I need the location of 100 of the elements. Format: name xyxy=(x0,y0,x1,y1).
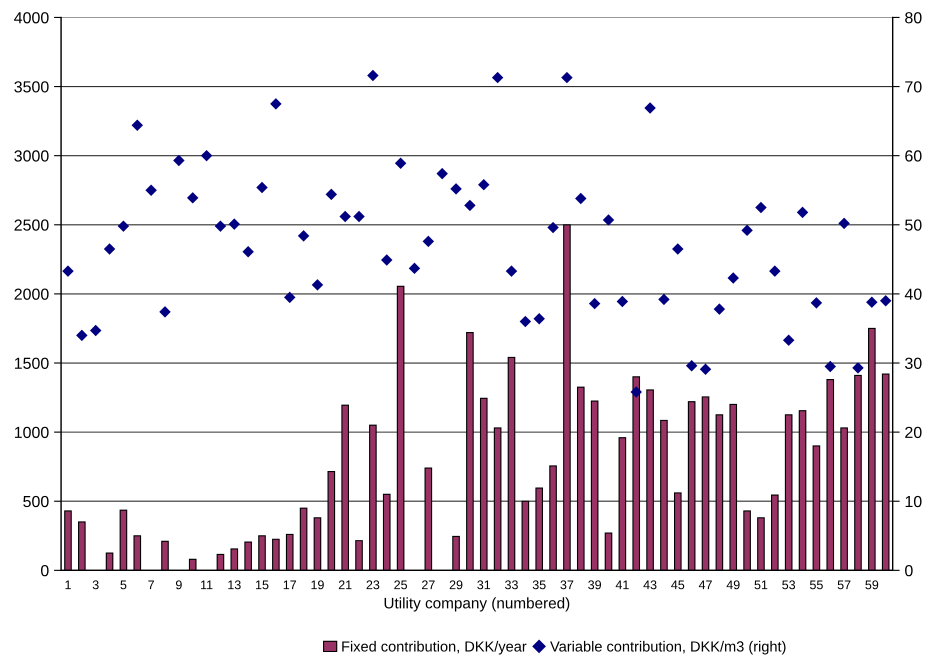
point xyxy=(824,360,836,372)
x-tick-label: 59 xyxy=(865,580,878,590)
point xyxy=(200,150,212,162)
point xyxy=(658,294,670,306)
point xyxy=(644,102,656,114)
x-tick-label: 55 xyxy=(810,580,823,590)
x-tick-label: 17 xyxy=(284,580,296,590)
y2-tick-label: 10 xyxy=(906,496,922,508)
point xyxy=(381,254,392,266)
point xyxy=(367,70,379,82)
point xyxy=(159,306,171,318)
y2-tick-label: 60 xyxy=(905,150,922,162)
x-tick-label: 27 xyxy=(422,580,435,590)
x-tick-label: 3 xyxy=(92,580,99,590)
point xyxy=(866,296,878,308)
y-tick-label: 3000 xyxy=(14,150,49,162)
point xyxy=(394,158,406,169)
y2-tick-label: 70 xyxy=(905,81,922,93)
x-tick-label: 13 xyxy=(228,580,241,590)
point xyxy=(492,72,504,84)
x-tick-label: 25 xyxy=(394,580,408,590)
x-tick-label: 45 xyxy=(671,580,684,590)
point xyxy=(464,200,476,212)
point xyxy=(186,192,198,204)
legend-label: Variable contribution, DKK/m3 (right) xyxy=(550,640,786,655)
y-tick-label: 1000 xyxy=(14,426,49,438)
x-tick-label: 41 xyxy=(616,580,629,590)
point xyxy=(436,168,448,180)
x-tick-label: 1 xyxy=(65,580,71,590)
point xyxy=(561,72,573,84)
y2-tick-label: 20 xyxy=(905,426,922,438)
point xyxy=(520,316,532,328)
y-tick-label: 3500 xyxy=(14,81,49,93)
y-tick-label: 0 xyxy=(40,564,49,576)
point xyxy=(672,243,684,255)
point xyxy=(602,214,614,226)
x-tick-label: 37 xyxy=(560,580,574,590)
y2-tick-label: 50 xyxy=(905,219,922,231)
y2-tick-label: 30 xyxy=(905,358,922,369)
point xyxy=(630,386,642,398)
point xyxy=(298,230,310,242)
y2-tick-label: 80 xyxy=(905,12,922,24)
point xyxy=(769,265,781,277)
point xyxy=(506,265,518,277)
point xyxy=(810,297,822,309)
x-tick-label: 33 xyxy=(505,580,518,590)
y2-tick-label: 40 xyxy=(904,288,922,300)
x-tick-label: 43 xyxy=(643,580,656,590)
point xyxy=(90,324,102,336)
x-tick-label: 19 xyxy=(311,580,324,590)
point xyxy=(741,224,753,236)
point xyxy=(104,243,116,255)
x-axis-title: Utility company (numbered) xyxy=(384,597,570,612)
legend-label: Fixed contribution, DKK/year xyxy=(342,640,526,655)
x-tick-label: 5 xyxy=(120,580,126,590)
y-tick-label: 500 xyxy=(23,496,49,508)
point xyxy=(270,98,282,110)
point xyxy=(118,220,130,232)
x-tick-label: 49 xyxy=(726,580,740,590)
x-tick-label: 7 xyxy=(148,580,154,590)
point xyxy=(547,222,559,234)
point xyxy=(478,178,490,190)
point xyxy=(714,303,726,315)
point xyxy=(145,184,157,196)
x-tick-label: 15 xyxy=(256,580,268,590)
point xyxy=(838,218,850,230)
y-tick-label: 2500 xyxy=(14,219,49,231)
point xyxy=(755,202,767,214)
x-tick-label: 39 xyxy=(588,580,602,590)
point xyxy=(312,279,324,291)
x-tick-label: 57 xyxy=(838,580,850,590)
point xyxy=(728,272,739,284)
x-tick-label: 9 xyxy=(176,580,182,590)
y-tick-label: 1500 xyxy=(14,358,49,369)
point xyxy=(686,360,698,372)
x-tick-label: 29 xyxy=(450,580,462,590)
point xyxy=(422,236,434,248)
y-tick-label: 4000 xyxy=(14,12,49,24)
point xyxy=(616,296,628,308)
point xyxy=(796,206,808,218)
x-tick-label: 53 xyxy=(782,580,796,590)
point xyxy=(533,313,545,325)
x-tick-label: 21 xyxy=(338,580,352,590)
point xyxy=(575,192,587,204)
y2-tick-label: 0 xyxy=(905,564,913,576)
x-tick-label: 35 xyxy=(532,580,546,590)
point xyxy=(450,183,462,195)
point xyxy=(173,154,185,166)
point xyxy=(353,210,365,222)
point xyxy=(782,334,794,346)
x-tick-label: 47 xyxy=(698,580,712,590)
x-tick-label: 11 xyxy=(201,580,212,590)
point xyxy=(132,120,144,131)
x-tick-label: 51 xyxy=(754,580,768,590)
point xyxy=(76,330,88,342)
point xyxy=(256,182,268,194)
point xyxy=(588,298,600,310)
point xyxy=(408,262,420,274)
point xyxy=(852,362,864,374)
x-tick-label: 31 xyxy=(477,580,490,590)
